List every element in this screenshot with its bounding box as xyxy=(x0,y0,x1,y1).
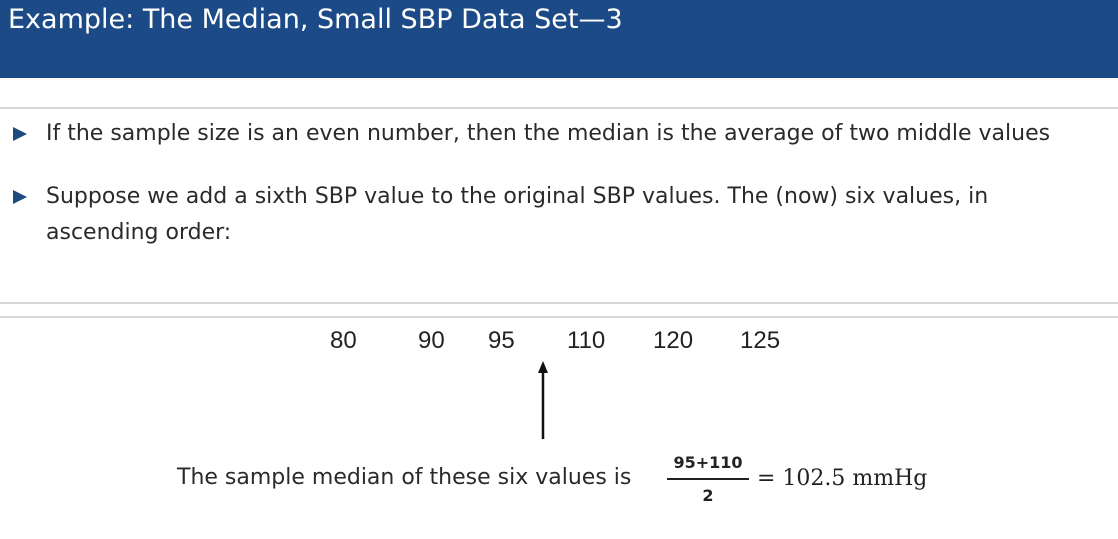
sbp-value: 95 xyxy=(488,327,515,354)
divider-middle-2 xyxy=(0,316,1118,318)
triangle-bullet-icon xyxy=(13,127,27,141)
bullet-text: If the sample size is an even number, th… xyxy=(46,121,1051,146)
up-arrow-icon xyxy=(534,361,552,441)
sbp-value: 110 xyxy=(567,327,606,354)
slide-title: Example: The Median, Small SBP Data Set—… xyxy=(8,4,623,35)
fraction: 95+110 2 xyxy=(665,450,751,512)
bullet-text: Suppose we add a sixth SBP value to the … xyxy=(46,184,989,209)
median-sentence: The sample median of these six values is xyxy=(177,465,632,490)
sbp-value: 80 xyxy=(330,327,357,354)
fraction-denominator: 2 xyxy=(702,486,714,505)
slide-title-bar: Example: The Median, Small SBP Data Set—… xyxy=(0,0,1118,78)
sbp-value: 125 xyxy=(740,327,781,354)
sbp-value: 90 xyxy=(418,327,445,354)
sbp-value: 120 xyxy=(653,327,694,354)
median-result: = 102.5 mmHg xyxy=(757,466,928,491)
bullet-text-continuation: ascending order: xyxy=(46,220,232,245)
sbp-values-row: 80 90 95 110 120 125 xyxy=(0,324,1118,358)
divider-top xyxy=(0,107,1118,109)
fraction-numerator: 95+110 xyxy=(673,453,743,472)
median-formula: The sample median of these six values is… xyxy=(0,450,1118,512)
divider-middle-1 xyxy=(0,302,1118,304)
fraction-bar xyxy=(667,478,749,480)
triangle-bullet-icon xyxy=(13,190,27,204)
